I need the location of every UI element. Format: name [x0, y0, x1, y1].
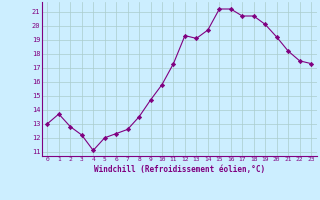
X-axis label: Windchill (Refroidissement éolien,°C): Windchill (Refroidissement éolien,°C): [94, 165, 265, 174]
